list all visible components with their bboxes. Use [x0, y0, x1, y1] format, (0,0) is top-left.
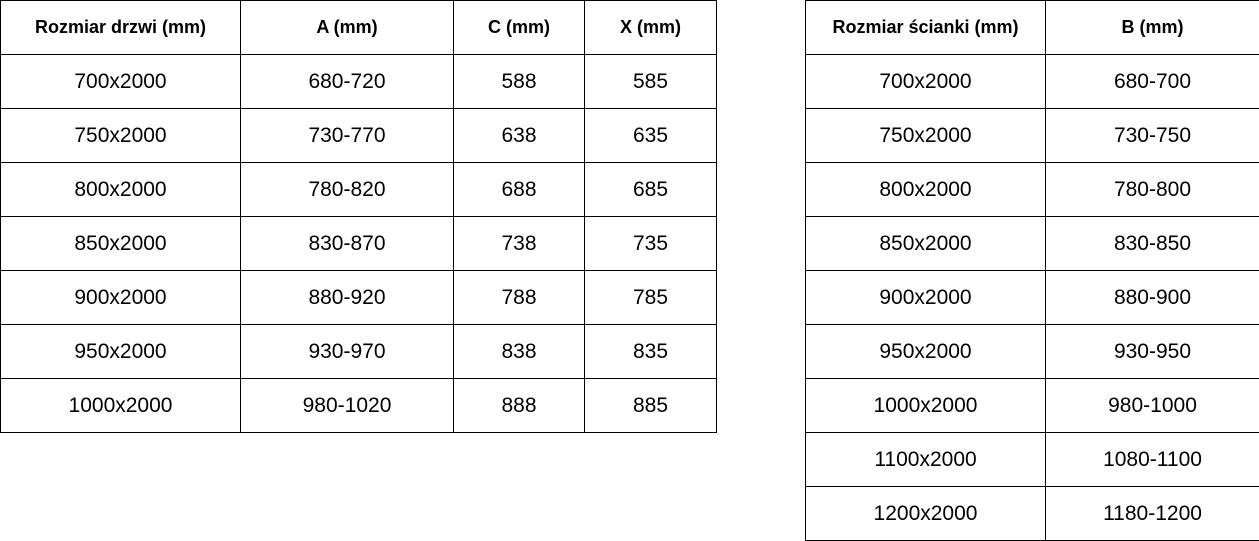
table-cell: 680-720 — [240, 54, 454, 109]
table-cell: 800x2000 — [0, 162, 241, 217]
table-cell: 1100x2000 — [805, 432, 1046, 487]
table-row: 1100x2000 1080-1100 — [805, 432, 1259, 487]
table-row: 800x2000 780-820 688 685 — [0, 162, 717, 217]
column-header: B (mm) — [1045, 0, 1259, 55]
table-cell: 585 — [584, 54, 717, 109]
table-cell: 880-900 — [1045, 270, 1259, 325]
column-header: A (mm) — [240, 0, 454, 55]
table-cell: 830-870 — [240, 216, 454, 271]
table-cell: 980-1000 — [1045, 378, 1259, 433]
table-cell: 780-820 — [240, 162, 454, 217]
table-cell: 850x2000 — [0, 216, 241, 271]
table-cell: 635 — [584, 108, 717, 163]
table-cell: 838 — [453, 324, 585, 379]
table-cell: 1080-1100 — [1045, 432, 1259, 487]
table-cell: 685 — [584, 162, 717, 217]
table-row: 900x2000 880-900 — [805, 270, 1259, 325]
table-cell: 638 — [453, 108, 585, 163]
table-cell: 830-850 — [1045, 216, 1259, 271]
table-row: 1000x2000 980-1000 — [805, 378, 1259, 433]
table-row: 850x2000 830-850 — [805, 216, 1259, 271]
table-cell: 730-750 — [1045, 108, 1259, 163]
table-cell: 930-950 — [1045, 324, 1259, 379]
table-row: 1000x2000 980-1020 888 885 — [0, 378, 717, 433]
table-cell: 900x2000 — [805, 270, 1046, 325]
table-row: 750x2000 730-750 — [805, 108, 1259, 163]
table-cell: 1000x2000 — [0, 378, 241, 433]
table-cell: 880-920 — [240, 270, 454, 325]
table-row: 800x2000 780-800 — [805, 162, 1259, 217]
table-row: 1200x2000 1180-1200 — [805, 486, 1259, 541]
table-row: 950x2000 930-970 838 835 — [0, 324, 717, 379]
table-cell: 785 — [584, 270, 717, 325]
table-cell: 735 — [584, 216, 717, 271]
door-size-table: Rozmiar drzwi (mm) A (mm) C (mm) X (mm) 700… — [0, 0, 717, 433]
table-cell: 1200x2000 — [805, 486, 1046, 541]
table-cell: 980-1020 — [240, 378, 454, 433]
table-cell: 688 — [453, 162, 585, 217]
column-header: C (mm) — [453, 0, 585, 55]
table-cell: 700x2000 — [805, 54, 1046, 109]
table-cell: 1180-1200 — [1045, 486, 1259, 541]
table-cell: 780-800 — [1045, 162, 1259, 217]
table-row: 950x2000 930-950 — [805, 324, 1259, 379]
table-cell: 788 — [453, 270, 585, 325]
table-cell: 930-970 — [240, 324, 454, 379]
table-cell: 750x2000 — [805, 108, 1046, 163]
table-cell: 588 — [453, 54, 585, 109]
table-cell: 900x2000 — [0, 270, 241, 325]
header-row: Rozmiar ścianki (mm) B (mm) — [805, 0, 1259, 55]
table-cell: 950x2000 — [805, 324, 1046, 379]
table-cell: 1000x2000 — [805, 378, 1046, 433]
wall-size-table: Rozmiar ścianki (mm) B (mm) 700x2000 680-7… — [805, 0, 1259, 541]
table-cell: 680-700 — [1045, 54, 1259, 109]
table-cell: 800x2000 — [805, 162, 1046, 217]
column-header: Rozmiar ścianki (mm) — [805, 0, 1046, 55]
table-cell: 850x2000 — [805, 216, 1046, 271]
table-row: 900x2000 880-920 788 785 — [0, 270, 717, 325]
header-row: Rozmiar drzwi (mm) A (mm) C (mm) X (mm) — [0, 0, 717, 55]
column-header: X (mm) — [584, 0, 717, 55]
table-cell: 730-770 — [240, 108, 454, 163]
table-cell: 888 — [453, 378, 585, 433]
table-cell: 750x2000 — [0, 108, 241, 163]
table-cell: 885 — [584, 378, 717, 433]
column-header: Rozmiar drzwi (mm) — [0, 0, 241, 55]
table-cell: 738 — [453, 216, 585, 271]
table-cell: 700x2000 — [0, 54, 241, 109]
table-row: 700x2000 680-720 588 585 — [0, 54, 717, 109]
table-row: 850x2000 830-870 738 735 — [0, 216, 717, 271]
table-cell: 835 — [584, 324, 717, 379]
table-row: 700x2000 680-700 — [805, 54, 1259, 109]
table-cell: 950x2000 — [0, 324, 241, 379]
table-row: 750x2000 730-770 638 635 — [0, 108, 717, 163]
